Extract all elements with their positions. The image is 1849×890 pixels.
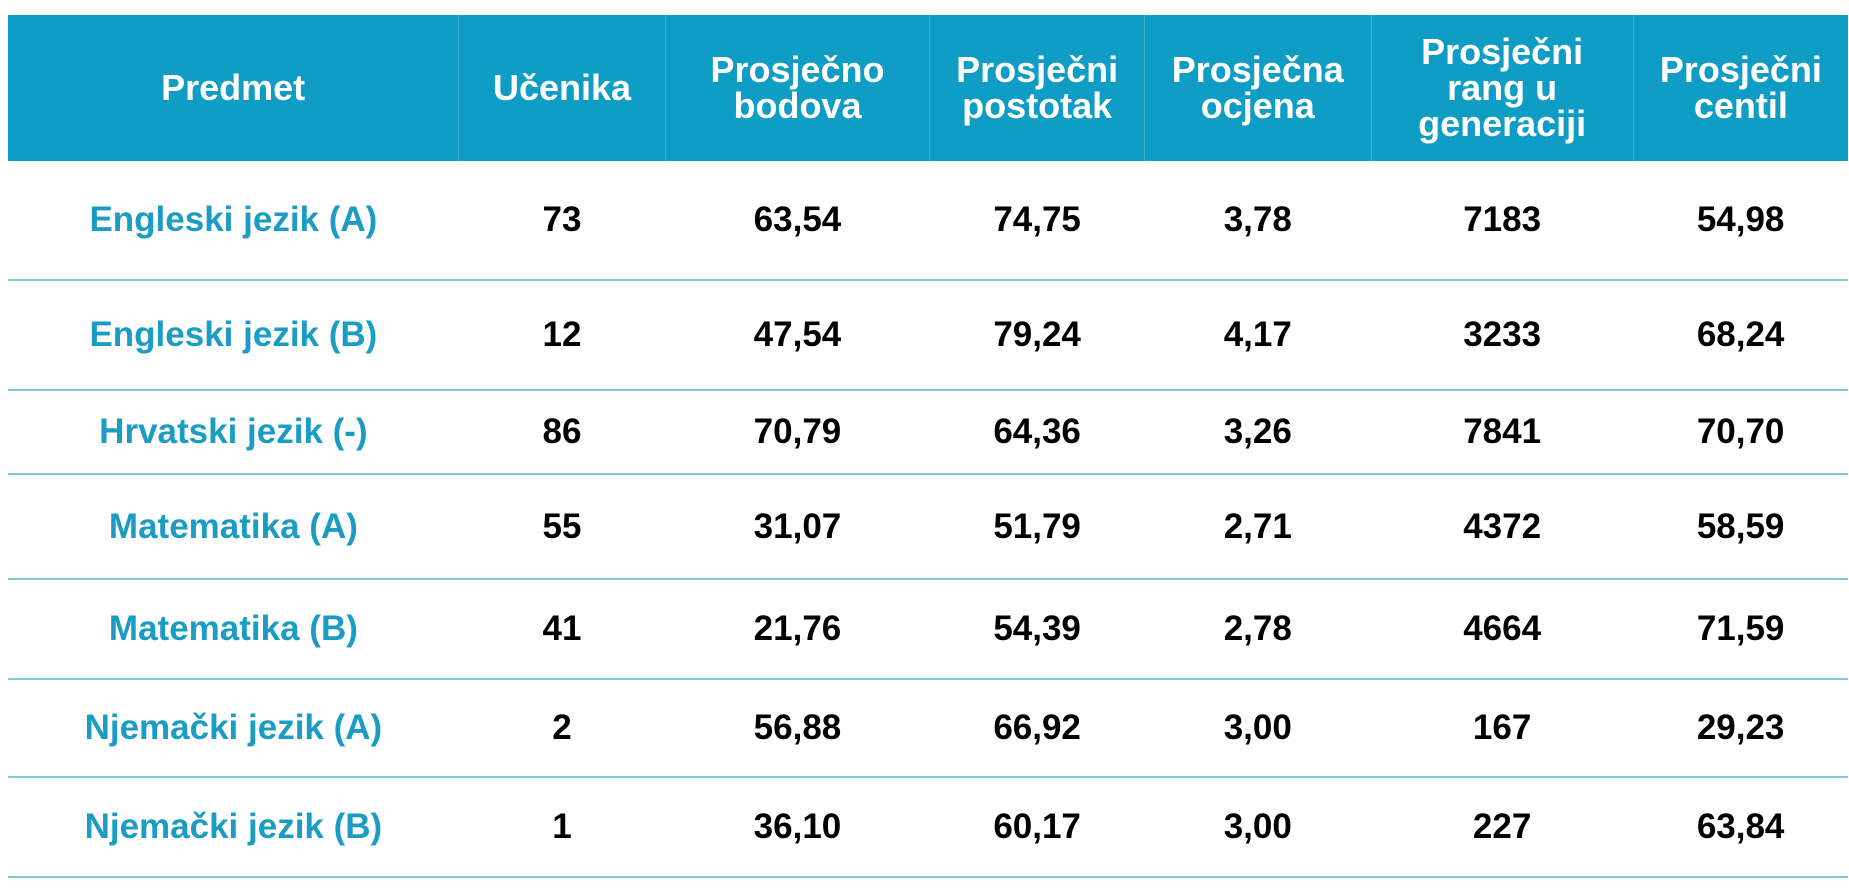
cell-avg-percent: 74,75 [929, 161, 1145, 281]
cell-avg-points: 63,54 [665, 161, 930, 281]
table-row: Njemački jezik (A) 2 56,88 66,92 3,00 16… [8, 679, 1848, 778]
cell-subject: Hrvatski jezik (-) [8, 390, 459, 475]
cell-avg-rank: 227 [1371, 777, 1634, 878]
table-row: Engleski jezik (A) 73 63,54 74,75 3,78 7… [8, 161, 1848, 281]
cell-avg-centile: 70,70 [1633, 390, 1848, 475]
table-row: Engleski jezik (B) 12 47,54 79,24 4,17 3… [8, 280, 1848, 391]
results-table: Predmet Učenika Prosječno bodova Prosječ… [8, 15, 1848, 878]
table-row: Matematika (B) 41 21,76 54,39 2,78 4664 … [8, 579, 1848, 680]
cell-avg-points: 36,10 [665, 777, 930, 878]
cell-avg-rank: 7183 [1371, 161, 1634, 281]
table-row: Matematika (A) 55 31,07 51,79 2,71 4372 … [8, 474, 1848, 580]
cell-avg-grade: 3,78 [1144, 161, 1372, 281]
table-header: Predmet Učenika Prosječno bodova Prosječ… [8, 15, 1848, 161]
cell-subject: Matematika (A) [8, 474, 459, 580]
cell-avg-percent: 60,17 [929, 777, 1145, 878]
cell-avg-rank: 3233 [1371, 280, 1634, 391]
results-table-container: Predmet Učenika Prosječno bodova Prosječ… [8, 15, 1848, 878]
cell-avg-grade: 3,26 [1144, 390, 1372, 475]
cell-students: 2 [458, 679, 666, 778]
cell-students: 86 [458, 390, 666, 475]
cell-avg-percent: 54,39 [929, 579, 1145, 680]
cell-avg-grade: 3,00 [1144, 777, 1372, 878]
cell-subject: Engleski jezik (A) [8, 161, 459, 281]
cell-avg-points: 47,54 [665, 280, 930, 391]
cell-students: 73 [458, 161, 666, 281]
cell-students: 55 [458, 474, 666, 580]
cell-avg-points: 31,07 [665, 474, 930, 580]
header-avg-percent: Prosječni postotak [929, 15, 1145, 161]
cell-students: 41 [458, 579, 666, 680]
header-avg-points: Prosječno bodova [665, 15, 931, 161]
header-students: Učenika [458, 15, 666, 161]
cell-avg-centile: 63,84 [1633, 777, 1848, 878]
cell-students: 1 [458, 777, 666, 878]
cell-avg-rank: 7841 [1371, 390, 1634, 475]
table-body: Engleski jezik (A) 73 63,54 74,75 3,78 7… [8, 161, 1848, 878]
cell-subject: Njemački jezik (B) [8, 777, 459, 878]
cell-subject: Matematika (B) [8, 579, 459, 680]
cell-avg-grade: 4,17 [1144, 280, 1372, 391]
cell-students: 12 [458, 280, 666, 391]
cell-subject: Njemački jezik (A) [8, 679, 459, 778]
cell-avg-rank: 4372 [1371, 474, 1634, 580]
cell-avg-points: 56,88 [665, 679, 930, 778]
header-subject: Predmet [8, 15, 460, 161]
cell-avg-percent: 64,36 [929, 390, 1145, 475]
cell-avg-grade: 2,71 [1144, 474, 1372, 580]
header-avg-centile: Prosječni centil [1633, 15, 1848, 161]
header-avg-grade: Prosječna ocjena [1144, 15, 1372, 161]
cell-avg-centile: 68,24 [1633, 280, 1848, 391]
header-avg-rank: Prosječni rang u generaciji [1371, 15, 1634, 161]
cell-avg-grade: 2,78 [1144, 579, 1372, 680]
cell-avg-percent: 66,92 [929, 679, 1145, 778]
cell-subject: Engleski jezik (B) [8, 280, 459, 391]
header-row: Predmet Učenika Prosječno bodova Prosječ… [8, 15, 1848, 161]
table-row: Hrvatski jezik (-) 86 70,79 64,36 3,26 7… [8, 390, 1848, 475]
cell-avg-rank: 167 [1371, 679, 1634, 778]
cell-avg-centile: 58,59 [1633, 474, 1848, 580]
cell-avg-percent: 79,24 [929, 280, 1145, 391]
cell-avg-points: 21,76 [665, 579, 930, 680]
cell-avg-centile: 29,23 [1633, 679, 1848, 778]
cell-avg-centile: 54,98 [1633, 161, 1848, 281]
cell-avg-rank: 4664 [1371, 579, 1634, 680]
cell-avg-points: 70,79 [665, 390, 930, 475]
cell-avg-percent: 51,79 [929, 474, 1145, 580]
cell-avg-centile: 71,59 [1633, 579, 1848, 680]
cell-avg-grade: 3,00 [1144, 679, 1372, 778]
table-row: Njemački jezik (B) 1 36,10 60,17 3,00 22… [8, 777, 1848, 878]
